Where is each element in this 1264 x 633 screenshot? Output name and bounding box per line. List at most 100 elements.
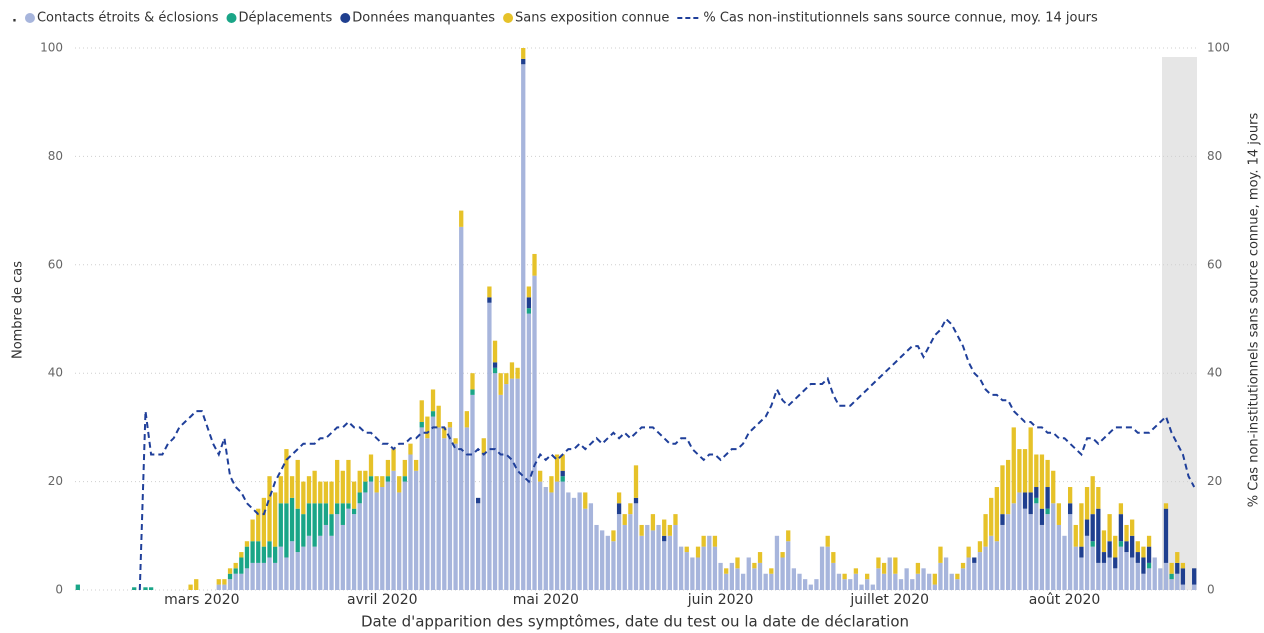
bar-segment — [464, 427, 469, 590]
bar-segment — [1146, 535, 1152, 547]
bar-segment — [436, 427, 441, 590]
bar-segment — [492, 340, 498, 363]
bar-segment — [244, 568, 250, 590]
bar-segment — [475, 497, 481, 504]
bar-segment — [329, 481, 334, 515]
bar-segment — [1101, 552, 1107, 563]
bar-segment — [430, 416, 436, 590]
bar-segment — [769, 573, 774, 590]
bar-segment — [600, 530, 605, 590]
bar-segment — [1067, 487, 1073, 504]
bar-segment — [492, 362, 498, 368]
bar-segment — [938, 546, 943, 563]
bar-segment — [442, 427, 447, 439]
bar-segment — [357, 503, 362, 590]
bar-segment — [695, 557, 701, 590]
bar-segment — [301, 481, 306, 515]
bar-segment — [509, 378, 515, 590]
x-tick-label: mars 2020 — [164, 592, 239, 608]
bar-segment — [504, 384, 509, 590]
bar-segment — [521, 64, 526, 590]
bar-segment — [662, 541, 667, 590]
bar-segment — [1051, 503, 1056, 590]
bar-segment — [1146, 546, 1152, 563]
bar-segment — [898, 579, 904, 590]
bar-segment — [188, 584, 193, 590]
bar-segment — [724, 573, 729, 590]
bar-segment — [357, 492, 362, 504]
bar-segment — [1028, 427, 1033, 493]
bar-segment — [1107, 557, 1112, 590]
bar-segment — [408, 443, 413, 455]
bar-segment — [492, 367, 498, 374]
bar-segment — [1079, 503, 1084, 547]
bar-segment — [385, 481, 391, 590]
bar-segment — [487, 286, 492, 298]
bar-segment — [239, 557, 244, 574]
bar-segment — [616, 492, 622, 504]
bar-segment — [797, 573, 802, 590]
bar-segment — [1107, 514, 1112, 542]
y-tick-label: 100 — [40, 41, 63, 55]
bar-segment — [1011, 503, 1016, 590]
bar-segment — [1124, 524, 1129, 542]
bar-segment — [560, 481, 565, 590]
bar-segment — [808, 584, 813, 590]
bar-segment — [989, 497, 994, 536]
legend-title: . — [12, 11, 17, 26]
bar-segment — [994, 541, 999, 590]
bar-segment — [1017, 449, 1022, 493]
bar-segment — [1028, 514, 1033, 590]
bar-segment — [521, 48, 526, 59]
bar-segment — [1000, 465, 1005, 515]
bar-segment — [273, 562, 278, 590]
bar-segment — [695, 546, 701, 558]
bar-segment — [267, 476, 272, 542]
bar-segment — [261, 546, 267, 563]
bar-segment — [1096, 487, 1101, 509]
bar-segment — [526, 286, 532, 298]
bar-segment — [391, 470, 396, 590]
bar-segment — [1000, 524, 1005, 590]
bar-segment — [1028, 492, 1033, 515]
bar-segment — [222, 584, 227, 590]
bar-segment — [1017, 492, 1022, 590]
bar-segment — [701, 535, 706, 547]
bar-segment — [983, 546, 988, 590]
bar-segment — [678, 546, 684, 590]
bar-segment — [966, 546, 971, 558]
bar-segment — [498, 373, 503, 395]
bar-segment — [848, 579, 853, 590]
bar-segment — [487, 302, 492, 590]
bar-segment — [227, 568, 233, 574]
bar-segment — [487, 297, 492, 303]
bar-segment — [459, 210, 464, 227]
bar-segment — [351, 481, 357, 509]
bar-segment — [397, 492, 402, 590]
bar-segment — [1096, 508, 1101, 563]
bar-segment — [318, 503, 323, 536]
bar-segment — [295, 508, 300, 553]
bar-segment — [1169, 579, 1174, 590]
bar-segment — [312, 503, 317, 547]
legend-swatch — [503, 13, 514, 23]
bar-segment — [532, 253, 537, 276]
bar-segment — [1130, 519, 1135, 536]
bar-segment — [1192, 568, 1197, 585]
bar-segment — [639, 524, 644, 536]
bar-segment — [865, 573, 870, 580]
bar-segment — [492, 373, 498, 590]
bar-segment — [1101, 530, 1107, 553]
y2-tick-label: 40 — [1207, 366, 1222, 380]
bar-segment — [459, 226, 464, 591]
bar-segment — [312, 470, 317, 504]
legend-label: Données manquantes — [352, 11, 495, 26]
bar-segment — [560, 476, 565, 482]
y-tick-label: 60 — [48, 257, 63, 271]
bar-segment — [712, 546, 718, 590]
bar-segment — [538, 470, 543, 482]
bar-segment — [588, 503, 594, 590]
legend-label: Sans exposition connue — [515, 11, 669, 26]
bar-segment — [374, 476, 379, 493]
bar-segment — [881, 573, 887, 590]
